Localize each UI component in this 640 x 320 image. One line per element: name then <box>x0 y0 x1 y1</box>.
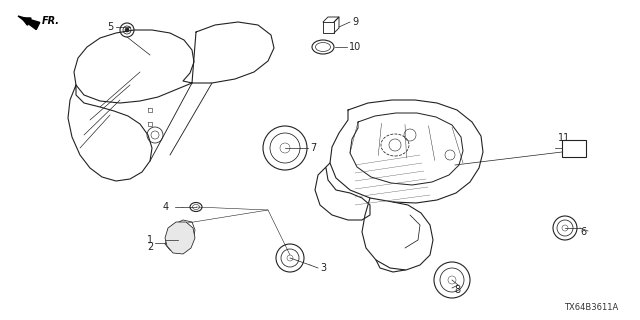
Text: 8: 8 <box>454 285 460 295</box>
Text: 4: 4 <box>163 202 169 212</box>
Text: 5: 5 <box>107 22 113 32</box>
Polygon shape <box>18 16 40 29</box>
Text: 2: 2 <box>147 242 153 252</box>
Text: 9: 9 <box>352 17 358 27</box>
Polygon shape <box>165 222 195 254</box>
Circle shape <box>125 28 129 32</box>
Text: 6: 6 <box>580 227 586 237</box>
Text: 11: 11 <box>558 133 570 143</box>
Text: 10: 10 <box>349 42 361 52</box>
Text: 7: 7 <box>310 143 316 153</box>
Text: FR.: FR. <box>42 16 60 26</box>
Text: 3: 3 <box>320 263 326 273</box>
Text: 1: 1 <box>147 235 153 245</box>
Text: TX64B3611A: TX64B3611A <box>564 303 618 312</box>
Bar <box>562 140 586 157</box>
